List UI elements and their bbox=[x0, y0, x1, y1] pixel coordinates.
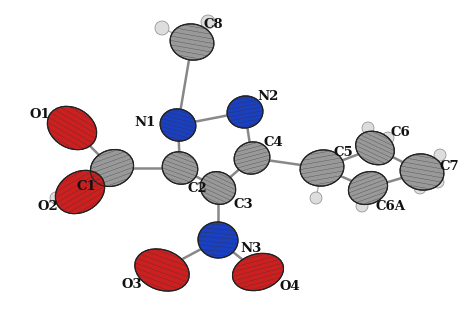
Ellipse shape bbox=[300, 150, 344, 186]
Ellipse shape bbox=[170, 24, 214, 60]
Ellipse shape bbox=[55, 170, 105, 214]
Ellipse shape bbox=[155, 21, 169, 35]
Text: N2: N2 bbox=[257, 90, 278, 102]
Ellipse shape bbox=[232, 253, 283, 291]
Ellipse shape bbox=[227, 96, 263, 128]
Ellipse shape bbox=[162, 152, 198, 184]
Ellipse shape bbox=[201, 172, 236, 204]
Ellipse shape bbox=[201, 15, 215, 29]
Ellipse shape bbox=[234, 142, 270, 174]
Ellipse shape bbox=[193, 43, 207, 57]
Ellipse shape bbox=[198, 222, 238, 258]
Ellipse shape bbox=[432, 176, 444, 188]
Ellipse shape bbox=[434, 149, 446, 161]
Ellipse shape bbox=[348, 172, 388, 204]
Ellipse shape bbox=[160, 109, 196, 141]
Text: C6: C6 bbox=[391, 125, 411, 138]
Ellipse shape bbox=[47, 106, 97, 150]
Text: O4: O4 bbox=[280, 279, 301, 293]
Text: C8: C8 bbox=[204, 18, 224, 31]
Text: O3: O3 bbox=[121, 278, 142, 291]
Ellipse shape bbox=[356, 200, 368, 212]
Text: N1: N1 bbox=[135, 116, 156, 130]
Text: C1: C1 bbox=[76, 180, 96, 192]
Text: O2: O2 bbox=[37, 199, 58, 212]
Text: O1: O1 bbox=[29, 108, 50, 121]
Ellipse shape bbox=[356, 131, 394, 165]
Text: C2: C2 bbox=[188, 182, 208, 195]
Ellipse shape bbox=[310, 192, 322, 204]
Text: C5: C5 bbox=[334, 145, 354, 159]
Ellipse shape bbox=[91, 150, 134, 187]
Ellipse shape bbox=[414, 182, 426, 194]
Ellipse shape bbox=[135, 249, 189, 291]
Ellipse shape bbox=[50, 192, 62, 204]
Text: C7: C7 bbox=[440, 160, 460, 173]
Ellipse shape bbox=[400, 154, 444, 190]
Text: C3: C3 bbox=[234, 197, 254, 211]
Ellipse shape bbox=[362, 122, 374, 134]
Text: C6A: C6A bbox=[376, 199, 406, 212]
Ellipse shape bbox=[382, 132, 394, 144]
Text: N3: N3 bbox=[240, 241, 261, 255]
Text: C4: C4 bbox=[264, 136, 284, 149]
